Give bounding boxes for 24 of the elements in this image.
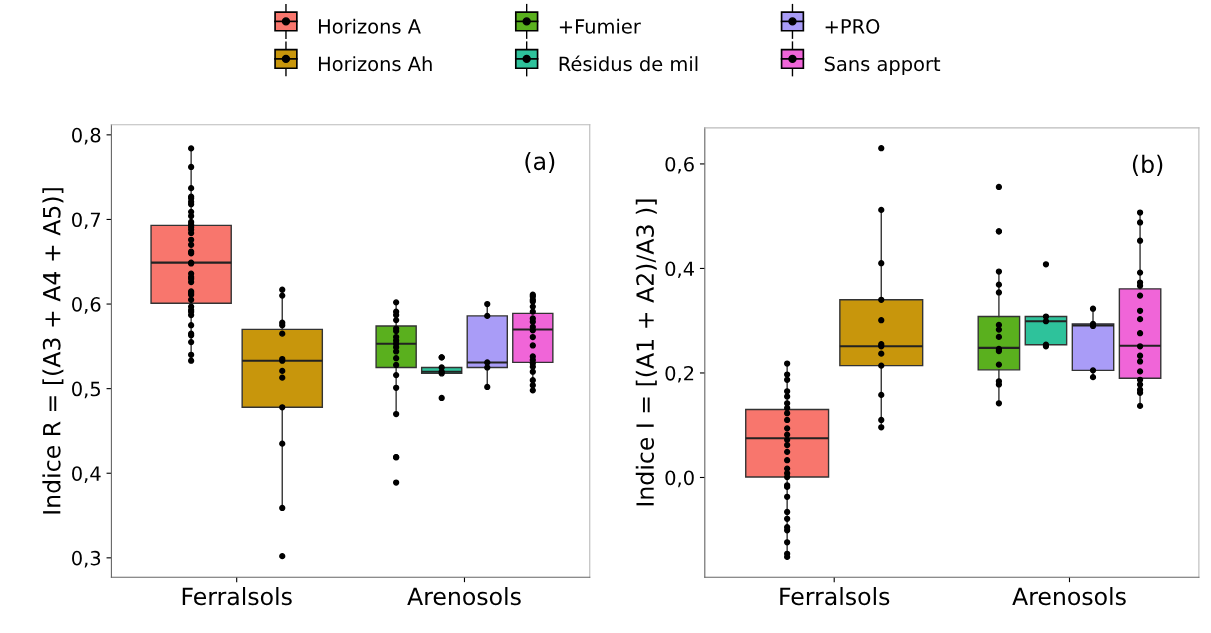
y-tick-label: 0,4 [665,261,694,279]
y-tick-label: 0,2 [665,365,694,383]
y-tick-label: 0,7 [72,212,101,230]
x-tick-label: Arenosols [1012,587,1126,606]
x-tick-label: Ferralsols [780,587,890,606]
y-tick-label: 0,8 [72,127,101,145]
y-tick-label: 0,5 [72,381,100,399]
legend-label: Horizons Ah [318,56,432,72]
y-tick-label: 0,3 [72,550,101,568]
x-tick-label: Arenosols [407,587,521,606]
legend-label: +PRO [825,19,880,34]
legend-label: Horizons A [318,18,421,34]
legend-label: Sans apport [824,56,941,75]
y-tick-label: 0,6 [72,297,101,314]
legend-label: +Fumier [559,18,641,34]
y-tick-label: 0,4 [72,466,101,483]
annotation: (b) [1132,154,1163,176]
y-axis-title: Indice R = [(A3 + A4 + A5)] [42,188,64,514]
y-tick-label: 0,6 [665,156,694,174]
y-tick-label: 0,0 [665,470,694,488]
legend-label: Résidus de mil [559,55,698,72]
y-axis-title: Indice I = [(A1 + A2)/A3 )] [635,199,657,506]
x-tick-label: Ferralsols [182,587,292,606]
annotation: (a) [525,151,555,173]
